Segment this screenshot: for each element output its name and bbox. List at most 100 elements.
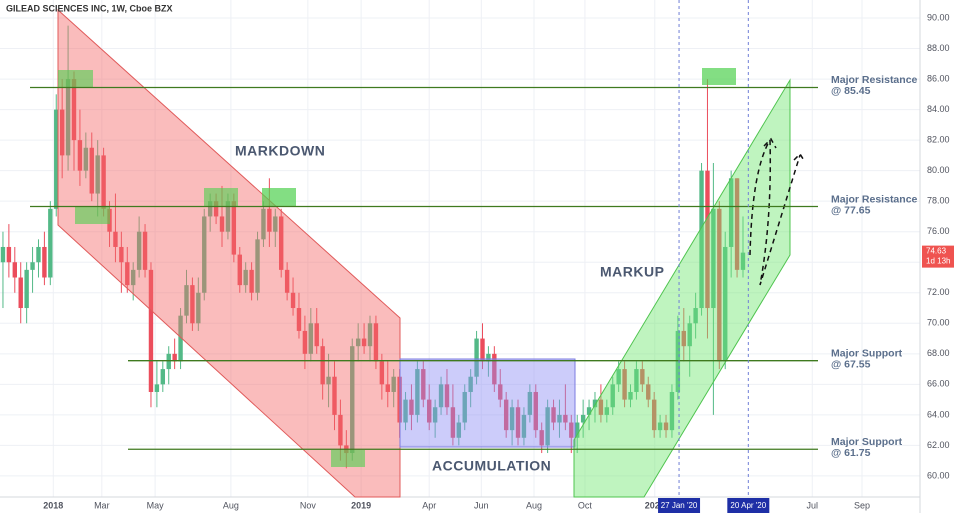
candle-body [651, 399, 657, 431]
candle-body [243, 269, 248, 286]
candle-body [219, 216, 225, 232]
candle-body [515, 407, 521, 438]
markup-zone [573, 78, 791, 498]
candle-body [563, 414, 568, 423]
candle-body [438, 384, 444, 408]
candle-body [119, 246, 124, 263]
candle-body [113, 231, 118, 247]
candle-body [480, 338, 485, 362]
candle-body [261, 208, 266, 240]
accumulation-zone [399, 358, 576, 448]
candle-body [569, 422, 574, 438]
candle-body [575, 422, 580, 438]
candle-body [592, 399, 598, 408]
candle-body [723, 246, 728, 362]
candle-body [717, 208, 722, 362]
y-tick-label: 62.00 [927, 440, 950, 450]
candle-body [302, 330, 308, 354]
candle-body [231, 201, 237, 255]
candle-body [533, 391, 538, 431]
y-tick-label: 82.00 [927, 134, 950, 144]
y-tick-label: 72.00 [927, 287, 950, 297]
candle-body [622, 369, 627, 400]
y-tick-label: 64.00 [927, 409, 950, 419]
level-label: @ 61.75 [831, 447, 871, 459]
highlight-box [204, 188, 238, 206]
candle-body [237, 254, 242, 286]
y-tick-label: 66.00 [927, 379, 950, 389]
candle-body [580, 414, 586, 423]
highlight-box [702, 68, 736, 85]
candle-body [521, 414, 527, 438]
candle-body [71, 79, 77, 141]
candle-body [77, 140, 83, 171]
y-tick-label: 84.00 [927, 104, 950, 114]
candle-body [663, 422, 669, 431]
candle-body [669, 391, 675, 431]
candle-body [646, 384, 651, 400]
candle-body [184, 285, 189, 316]
candle-body [178, 315, 183, 362]
candle-body [249, 269, 254, 293]
candle-body [12, 262, 18, 278]
candle-body [314, 323, 319, 347]
x-tick-label: Jun [474, 500, 489, 510]
x-tick-label: 2018 [43, 500, 63, 510]
x-tick-label: May [147, 500, 165, 510]
level-label: Major Support [831, 436, 903, 448]
overlay: 60.0062.0064.0066.0068.0070.0072.0074.00… [30, 0, 954, 513]
candle-body [320, 346, 325, 385]
annotation: MARKUP [600, 264, 664, 280]
annotation: ACCUMULATION [432, 458, 551, 474]
candle-body [59, 109, 65, 156]
candle-body [225, 201, 231, 232]
level-label: Major Resistance [831, 193, 918, 205]
candle-body [474, 338, 479, 377]
candle-body [551, 407, 556, 423]
candle-body [403, 399, 408, 423]
candle-body [89, 147, 94, 194]
projection-arrow [749, 137, 806, 286]
candle-body [367, 323, 373, 347]
candle-body [740, 252, 746, 270]
candle-body [728, 178, 734, 247]
candle-body [95, 155, 100, 194]
candle-body [385, 384, 390, 392]
candle-body [450, 407, 456, 438]
candle-body [42, 246, 47, 278]
x-tick-label: Oct [578, 500, 593, 510]
candle-body [125, 262, 130, 286]
candle-body [586, 407, 592, 415]
candle-body [284, 269, 290, 293]
candle-body [373, 323, 379, 362]
y-tick-label: 86.00 [927, 73, 950, 83]
candle-body [699, 170, 704, 309]
candle-body [409, 399, 414, 415]
level-label: @ 77.65 [831, 204, 871, 216]
price-tag-label: 74.63 [926, 247, 947, 256]
y-tick-label: 78.00 [927, 196, 950, 206]
highlight-box [75, 207, 110, 224]
candle-body [48, 208, 53, 278]
x-tick-label: Apr [422, 500, 436, 510]
y-tick-label: 88.00 [927, 43, 950, 53]
candle-body [6, 246, 12, 263]
markdown-zone [57, 8, 401, 498]
candles [0, 25, 746, 469]
candle-body [18, 277, 23, 309]
candle-body [456, 422, 462, 438]
candle-body [361, 338, 367, 347]
date-marker-label: 27 Jan '20 [661, 501, 698, 510]
candle-body [30, 262, 35, 270]
candle-body [190, 285, 195, 324]
candle-body [24, 269, 29, 309]
candle-body [427, 399, 432, 423]
candle-body [54, 109, 59, 209]
candle-body [267, 208, 272, 232]
candle-body [675, 330, 681, 392]
candle-body [391, 376, 396, 392]
candle-body [444, 384, 450, 408]
candle-body [207, 201, 213, 217]
candle-body [154, 384, 160, 392]
